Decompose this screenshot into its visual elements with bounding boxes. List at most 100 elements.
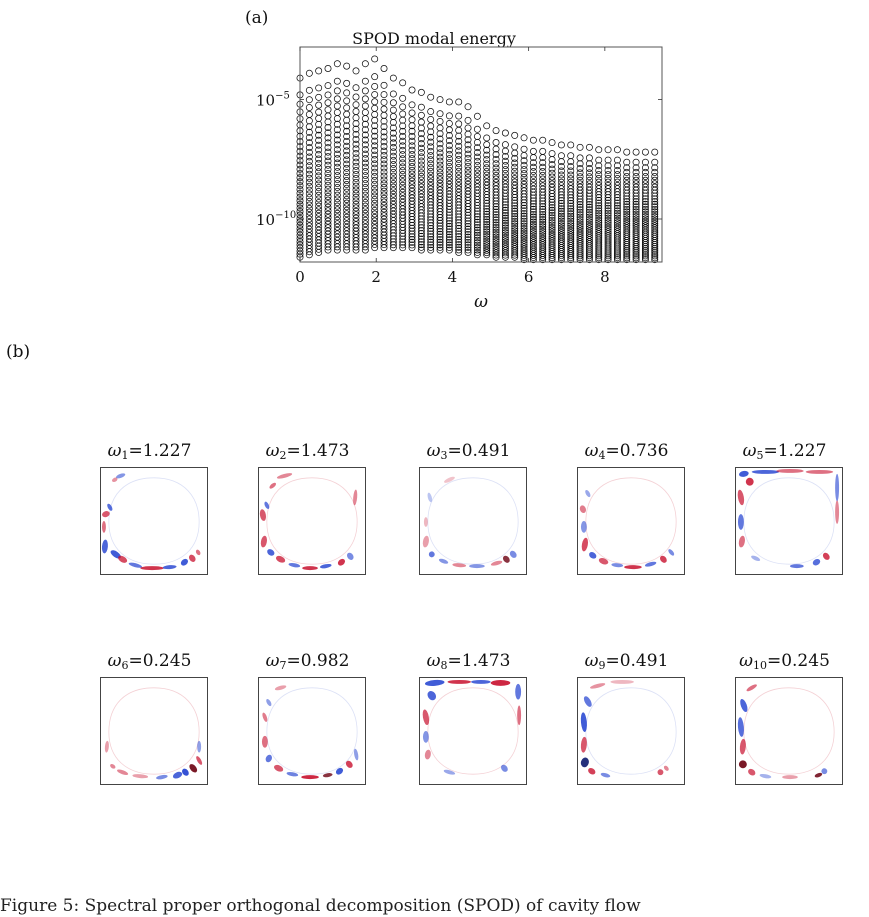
energy-point [343,177,351,184]
energy-point [371,214,379,221]
energy-point [436,211,444,219]
mode-structure [660,555,667,563]
energy-point [389,113,397,120]
energy-point [436,130,444,138]
energy-point [613,246,621,254]
energy-point [371,192,379,200]
mode-structure [101,539,108,554]
energy-point [371,151,379,159]
mode-structure [346,552,354,560]
energy-point [548,206,556,214]
energy-point [613,199,621,207]
energy-point [613,221,621,229]
energy-point [464,208,472,216]
energy-point [371,116,379,124]
energy-point [380,201,388,209]
energy-point [427,178,435,186]
energy-point [380,184,388,191]
energy-point [333,199,341,206]
energy-point [473,229,481,237]
energy-point [389,148,397,156]
energy-point [576,206,584,214]
energy-point [399,185,407,193]
mode-structure [776,468,804,473]
energy-point [641,148,649,156]
energy-point [343,122,351,130]
energy-point [557,207,565,215]
energy-point [548,252,556,260]
energy-point [520,254,528,261]
energy-point [585,206,593,214]
energy-point [529,175,537,183]
energy-point [455,120,463,128]
energy-point [548,230,556,238]
energy-point [557,254,565,262]
energy-point [371,82,379,90]
energy-point [520,204,528,212]
energy-point [333,120,341,128]
mode-structure [739,738,746,755]
energy-point [567,158,575,166]
energy-point [315,141,323,149]
energy-point [483,251,491,259]
energy-point [557,191,565,199]
mode-structure [286,771,299,777]
energy-point [464,130,472,138]
mode-structure [469,564,485,569]
mode-structure [580,521,587,533]
energy-point [604,146,612,154]
energy-point [557,219,565,227]
energy-point [464,150,472,158]
energy-point [548,228,556,236]
energy-point [511,207,519,215]
energy-point [464,166,472,174]
energy-point [651,244,659,252]
energy-point [445,173,453,181]
energy-point [436,176,444,184]
energy-point [632,200,640,208]
energy-point [585,220,593,228]
energy-point [492,213,500,221]
energy-point [501,177,509,184]
energy-point [436,238,444,246]
mode-structure [738,535,745,548]
energy-point [511,154,519,162]
energy-point [417,135,425,143]
energy-point [501,217,509,225]
energy-point [408,151,416,158]
energy-point [567,207,575,215]
energy-point [389,168,397,176]
mode-frequency-label: ω6=0.245 [107,651,192,672]
energy-point [641,250,649,258]
energy-point [361,199,369,206]
energy-point [464,136,472,144]
energy-point [324,243,332,251]
vortex-ring [427,477,519,565]
energy-point [557,217,565,225]
energy-point [305,182,313,190]
energy-point [305,166,313,174]
energy-point [389,194,397,202]
energy-point [483,171,491,179]
energy-point [408,233,416,241]
energy-point [595,162,603,170]
energy-point [408,238,416,246]
energy-point [417,103,425,111]
energy-point [604,191,612,199]
mode-structure [759,773,772,779]
energy-point [492,145,500,153]
energy-point [445,166,453,174]
energy-point [520,152,528,160]
energy-point [399,137,407,145]
energy-point [511,202,519,210]
energy-point [343,132,351,140]
energy-point [501,238,509,246]
energy-point [557,199,565,207]
energy-point [520,166,528,174]
energy-point [520,202,528,209]
energy-point [483,230,491,238]
energy-point [371,184,379,192]
energy-point [492,155,500,163]
energy-point [632,176,640,184]
energy-point [511,222,519,230]
